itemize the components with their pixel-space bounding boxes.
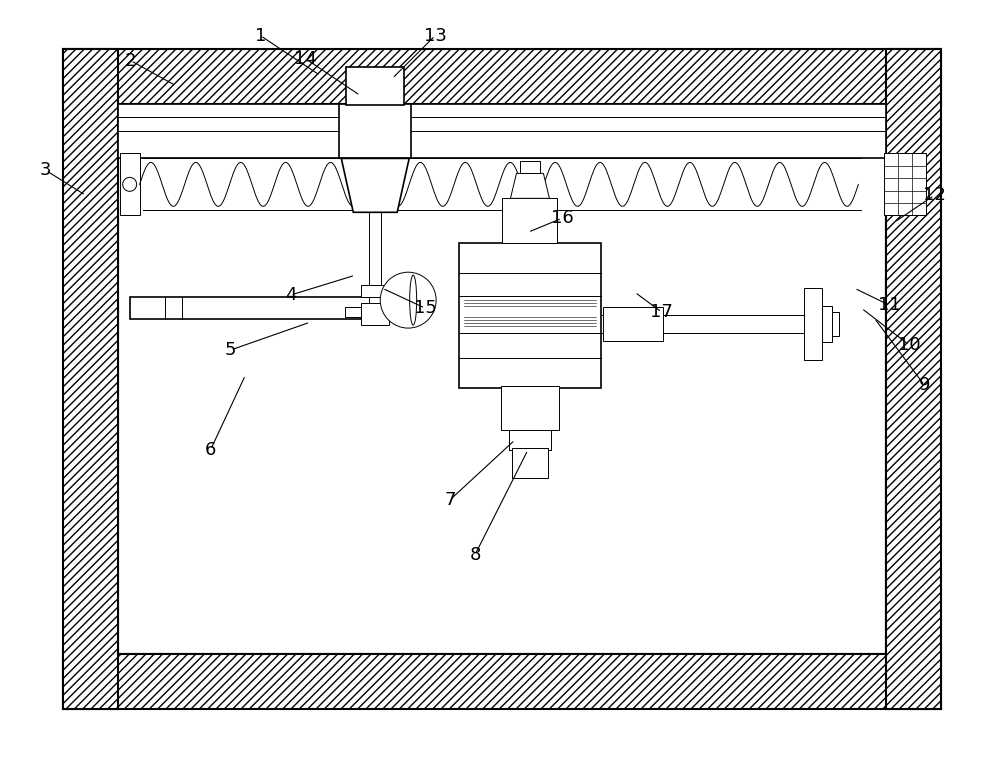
Bar	[63, 49, 941, 103]
Polygon shape	[341, 158, 409, 212]
Polygon shape	[510, 173, 549, 198]
Text: 11: 11	[878, 296, 901, 314]
Bar	[804, 288, 822, 360]
Circle shape	[123, 177, 137, 192]
Ellipse shape	[410, 275, 417, 325]
Text: 3: 3	[40, 161, 52, 179]
Text: 4: 4	[285, 287, 296, 304]
Text: 13: 13	[424, 27, 447, 45]
Bar	[369, 212, 381, 325]
Bar	[520, 161, 540, 173]
Text: 10: 10	[898, 336, 921, 354]
Bar	[822, 306, 832, 342]
Bar	[339, 103, 411, 158]
Bar	[459, 243, 601, 388]
Bar	[63, 49, 118, 709]
Text: 1: 1	[255, 27, 266, 45]
Bar	[512, 448, 548, 478]
Bar	[345, 307, 405, 317]
Text: 6: 6	[205, 441, 216, 459]
Bar	[886, 49, 941, 709]
Text: 8: 8	[469, 546, 481, 564]
Bar	[118, 103, 886, 654]
Bar	[361, 285, 389, 297]
Bar	[832, 312, 839, 336]
Bar	[63, 654, 941, 709]
Bar	[361, 303, 389, 325]
Circle shape	[380, 272, 436, 328]
Text: 12: 12	[923, 186, 946, 204]
Bar	[884, 154, 926, 215]
Text: 9: 9	[918, 376, 930, 394]
Text: 17: 17	[650, 303, 673, 321]
Bar	[603, 307, 663, 341]
Text: 5: 5	[225, 341, 236, 359]
Text: 14: 14	[294, 49, 317, 68]
Text: 7: 7	[444, 491, 456, 508]
Text: 16: 16	[551, 209, 573, 227]
Bar	[118, 103, 886, 158]
Bar	[501, 386, 559, 430]
Bar	[130, 297, 387, 319]
Bar	[120, 154, 140, 215]
Text: 2: 2	[125, 52, 136, 70]
Bar	[346, 67, 404, 105]
Bar	[502, 198, 557, 243]
Text: 15: 15	[414, 299, 437, 317]
